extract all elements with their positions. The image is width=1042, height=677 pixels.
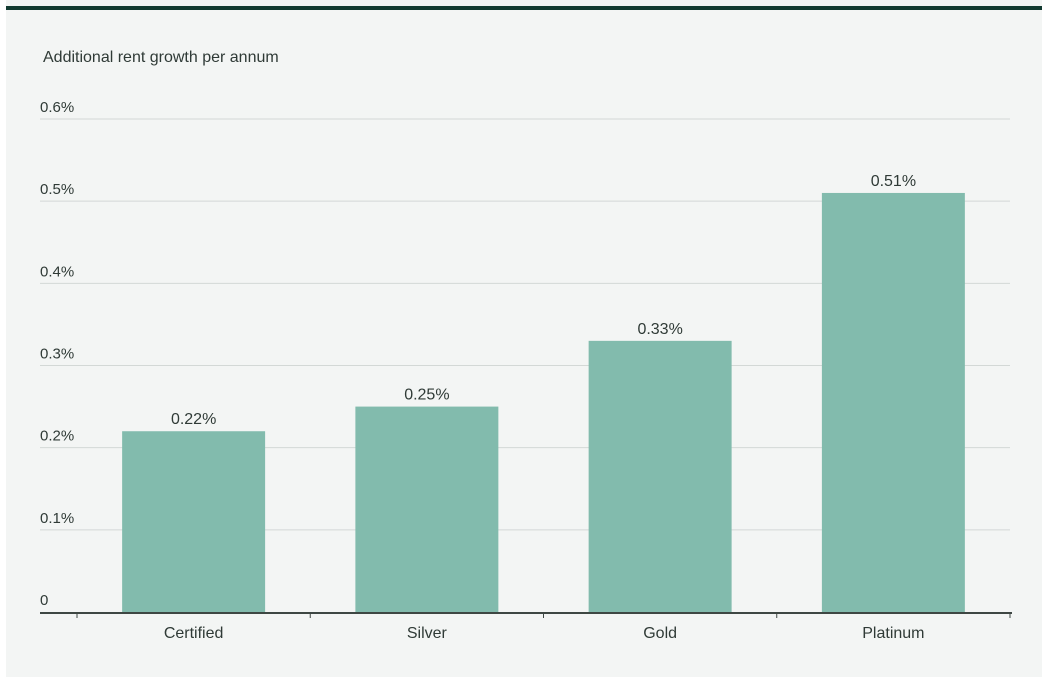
y-tick-label: 0.4% <box>40 263 74 280</box>
y-tick-label: 0.5% <box>40 181 74 198</box>
bar-certified <box>122 431 266 612</box>
bars <box>122 192 965 612</box>
data-label: 0.33% <box>637 321 682 338</box>
y-tick-label: 0.6% <box>40 99 74 116</box>
y-tick-label: 0.2% <box>40 428 74 445</box>
header-rule <box>6 6 1042 10</box>
y-tick-label: 0 <box>40 592 48 609</box>
x-axis <box>40 612 1012 618</box>
y-axis-title: Additional rent growth per annum <box>43 49 279 66</box>
y-tick-label: 0.3% <box>40 346 74 363</box>
bar-gold <box>588 340 732 612</box>
category-label: Platinum <box>862 625 924 642</box>
category-label: Gold <box>643 625 677 642</box>
bar-silver <box>355 406 499 612</box>
data-label: 0.51% <box>871 173 916 190</box>
data-labels: 0.22% 0.25% 0.33% 0.51% <box>171 173 916 428</box>
y-tick-labels: 0 0.1% 0.2% 0.3% 0.4% 0.5% 0.6% <box>40 99 74 609</box>
data-label: 0.25% <box>404 387 449 404</box>
category-label: Silver <box>407 625 448 642</box>
category-labels: Certified Silver Gold Platinum <box>164 625 925 642</box>
category-label: Certified <box>164 625 224 642</box>
data-label: 0.22% <box>171 411 216 428</box>
y-tick-label: 0.1% <box>40 510 74 527</box>
bar-platinum <box>821 192 965 612</box>
